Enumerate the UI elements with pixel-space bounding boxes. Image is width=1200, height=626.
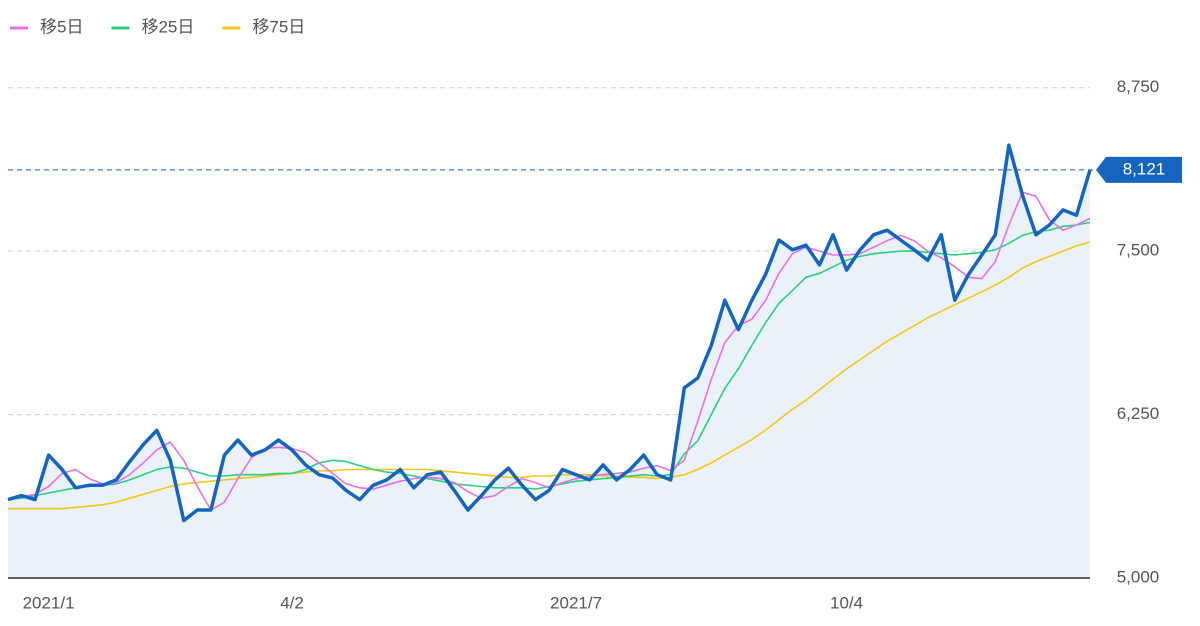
price-area (8, 145, 1090, 578)
y-tick-label: 6,250 (1117, 404, 1160, 423)
x-tick-label: 2021/1 (23, 593, 75, 612)
current-price-label: 8,121 (1123, 159, 1166, 178)
current-price-badge (1096, 156, 1182, 183)
y-tick-label: 5,000 (1117, 567, 1160, 586)
x-tick-label: 4/2 (280, 593, 304, 612)
x-tick-label: 2021/7 (550, 593, 602, 612)
x-tick-label: 10/4 (830, 593, 863, 612)
legend-label: 移5日 (40, 17, 83, 36)
legend-label: 移25日 (141, 17, 194, 36)
y-tick-label: 8,750 (1117, 77, 1160, 96)
legend-label: 移75日 (252, 17, 305, 36)
y-tick-label: 7,500 (1117, 241, 1160, 260)
price-line (7, 143, 1092, 523)
ma-line (8, 241, 1091, 510)
